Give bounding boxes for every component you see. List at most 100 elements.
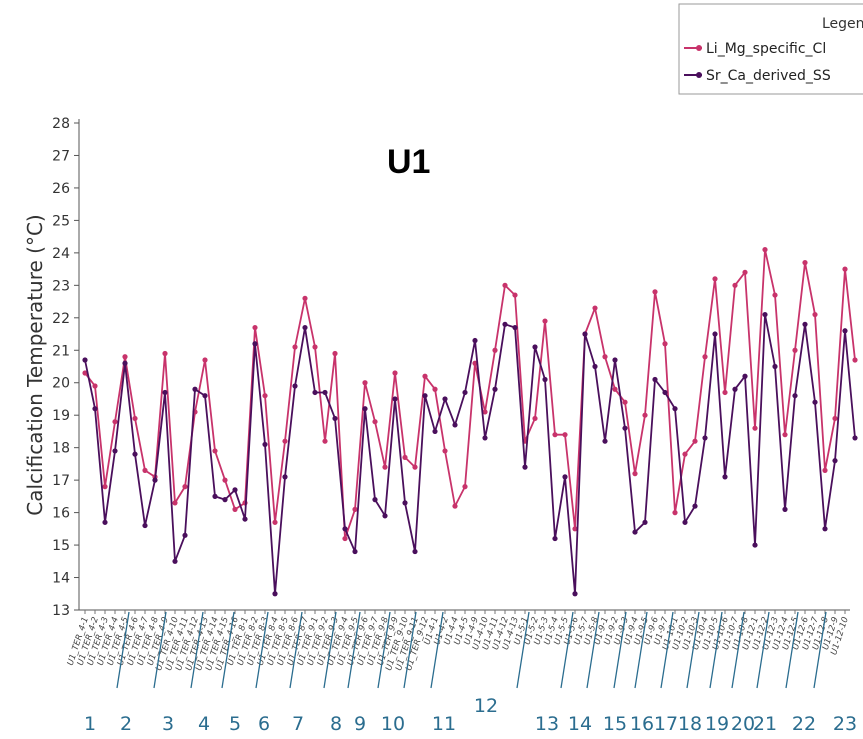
group-label: 13 [535, 713, 559, 735]
group-divider [634, 611, 648, 689]
group-divider [153, 611, 167, 689]
point-li-mg [662, 341, 668, 347]
point-li-mg [252, 324, 258, 331]
group-divider [560, 611, 574, 689]
point-sr-ca [422, 393, 428, 399]
point-sr-ca [242, 516, 248, 522]
point-li-mg [102, 484, 108, 490]
point-sr-ca [302, 324, 308, 331]
point-li-mg [212, 448, 218, 454]
group-divider [613, 611, 627, 689]
y-tick-label: 23 [52, 278, 70, 294]
point-sr-ca [562, 474, 568, 480]
point-sr-ca [532, 344, 538, 350]
point-li-mg [422, 373, 428, 379]
point-sr-ca [672, 406, 678, 412]
point-sr-ca [682, 519, 688, 525]
point-sr-ca [102, 519, 108, 525]
group-label: 18 [678, 713, 702, 735]
group-divider [785, 611, 799, 689]
legend-box [678, 3, 863, 95]
point-sr-ca [602, 438, 608, 444]
series-line-li-mg [84, 248, 856, 540]
point-li-mg [762, 247, 768, 253]
point-li-mg [112, 419, 118, 425]
point-li-mg [632, 471, 638, 477]
group-divider [116, 611, 130, 689]
point-li-mg [692, 438, 698, 444]
point-li-mg [182, 484, 188, 490]
point-sr-ca [372, 497, 378, 503]
point-li-mg [782, 432, 788, 438]
point-sr-ca [262, 441, 268, 448]
point-sr-ca [572, 591, 578, 597]
group-divider [756, 611, 770, 689]
point-sr-ca [342, 526, 348, 532]
point-sr-ca [792, 393, 798, 399]
chart-axes [78, 119, 850, 611]
group-divider [221, 611, 235, 689]
point-sr-ca [252, 341, 258, 347]
point-sr-ca [702, 435, 708, 441]
point-sr-ca [722, 474, 728, 480]
point-li-mg [352, 506, 358, 512]
point-li-mg [262, 393, 268, 399]
point-sr-ca [432, 428, 438, 435]
y-tick-label: 25 [52, 213, 70, 229]
point-sr-ca [222, 497, 228, 503]
y-tick-label: 26 [52, 181, 70, 197]
point-li-mg [512, 292, 518, 298]
group-label: 5 [229, 713, 241, 735]
group-label: 2 [120, 713, 132, 735]
point-sr-ca [802, 321, 808, 327]
group-label: 10 [381, 713, 405, 735]
point-li-mg [542, 318, 548, 324]
group-divider [660, 611, 674, 689]
group-divider [347, 611, 361, 689]
point-li-mg [142, 467, 148, 473]
y-tick-label: 17 [52, 473, 70, 489]
legend-marker-sr-ca [696, 72, 702, 78]
legend: Legen Li_Mg_specific_Cl Sr_Ca_derived_SS [678, 3, 863, 95]
point-li-mg [832, 415, 838, 422]
point-sr-ca [412, 548, 418, 555]
group-label: 23 [833, 713, 857, 735]
point-sr-ca [752, 542, 758, 548]
point-li-mg [552, 432, 558, 438]
y-tick-label: 21 [52, 343, 70, 359]
point-sr-ca [782, 506, 788, 512]
point-li-mg [852, 357, 858, 363]
point-li-mg [642, 412, 648, 418]
point-sr-ca [382, 513, 388, 519]
point-li-mg [412, 464, 418, 470]
point-li-mg [232, 506, 238, 512]
point-li-mg [792, 347, 798, 353]
point-sr-ca [172, 558, 178, 564]
group-divider [430, 611, 444, 689]
point-sr-ca [212, 493, 218, 499]
point-sr-ca [322, 389, 328, 396]
point-li-mg [572, 526, 578, 532]
point-sr-ca [812, 399, 818, 405]
point-li-mg [732, 282, 738, 288]
point-sr-ca [452, 422, 458, 428]
group-label: 8 [330, 713, 342, 735]
point-sr-ca [582, 331, 588, 337]
point-li-mg [812, 311, 818, 318]
group-label: 1 [84, 713, 96, 735]
point-li-mg [222, 477, 228, 483]
point-sr-ca [112, 448, 118, 454]
y-tick-label: 14 [52, 571, 70, 587]
point-sr-ca [352, 548, 358, 555]
point-sr-ca [272, 591, 278, 597]
point-sr-ca [232, 487, 238, 493]
group-label: 16 [630, 713, 654, 735]
group-label: 7 [292, 713, 304, 735]
point-sr-ca [392, 396, 398, 402]
group-label: 22 [792, 713, 816, 735]
point-sr-ca [832, 458, 838, 464]
point-sr-ca [282, 474, 288, 480]
point-sr-ca [622, 425, 628, 431]
point-li-mg [492, 347, 498, 353]
legend-entry-sr-ca: Sr_Ca_derived_SS [706, 68, 831, 84]
